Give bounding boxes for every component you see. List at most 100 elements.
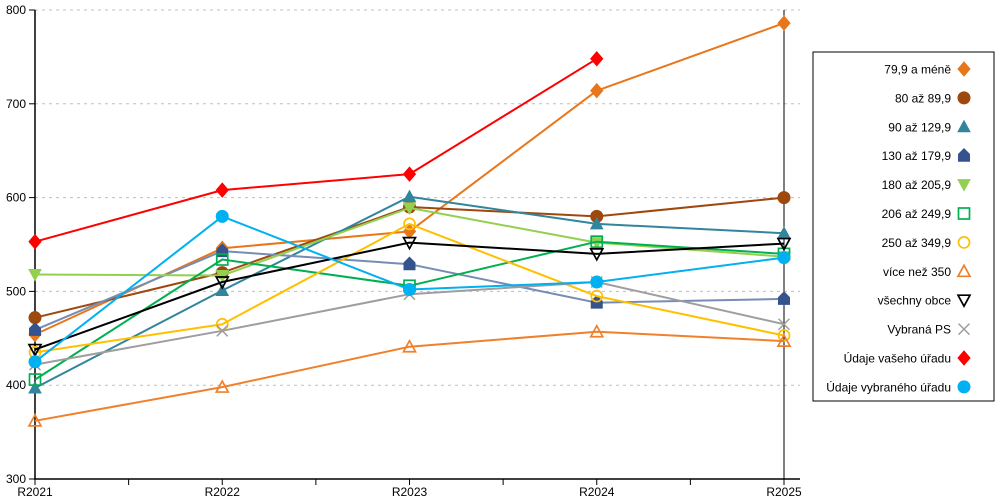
legend-item: Údaje vybraného úřadu — [826, 379, 971, 394]
legend-marker-triangle-down — [957, 179, 971, 192]
y-axis-tick-label: 600 — [6, 191, 26, 205]
legend-item: více než 350 — [883, 263, 972, 279]
legend-item: Údaje vašeho úřadu — [844, 350, 971, 366]
data-point-marker — [402, 236, 417, 251]
data-point-marker — [27, 343, 43, 358]
data-point-marker — [590, 289, 604, 303]
data-point-marker — [402, 189, 417, 203]
legend-box — [812, 51, 995, 402]
legend-label: Údaje vašeho úřadu — [844, 351, 951, 366]
legend-marker-triangle-up — [957, 119, 971, 133]
legend-item: všechny obce — [878, 294, 972, 308]
series-v-ce-ne-350 — [27, 323, 792, 427]
series-line — [34, 57, 598, 243]
data-point-marker — [589, 248, 605, 262]
series-line — [34, 241, 785, 351]
legend-label: 180 až 205,9 — [882, 178, 952, 192]
x-mark-stroke — [216, 324, 229, 337]
data-point-marker — [28, 233, 42, 250]
legend-item: 206 až 249,9 — [882, 207, 971, 221]
x-axis-tick-label: R2023 — [392, 485, 428, 499]
data-point-marker — [28, 380, 42, 394]
data-point-marker — [777, 318, 791, 331]
x-axis-tick-label: R2024 — [579, 485, 615, 499]
data-point-marker — [215, 209, 229, 223]
legend-item: 250 až 349,9 — [882, 236, 971, 250]
data-point-marker — [402, 166, 417, 182]
data-point-marker — [777, 15, 791, 31]
data-point-marker — [777, 251, 791, 265]
legend-marker-circle — [957, 91, 971, 105]
series-90-a-129-9 — [28, 189, 791, 394]
series-line — [34, 222, 785, 354]
data-point-marker — [778, 291, 790, 305]
data-point-marker — [215, 317, 229, 331]
x-axis-tick-label: R2021 — [17, 485, 53, 499]
x-mark-stroke — [957, 323, 971, 336]
data-point-marker — [590, 275, 604, 289]
legend-label: všechny obce — [878, 294, 952, 308]
series--daje-vybran-ho-adu — [28, 209, 791, 369]
legend-marker-diamond — [957, 350, 971, 366]
data-point-marker — [589, 323, 605, 338]
data-point-marker — [402, 202, 417, 215]
legend-item: 80 až 89,9 — [895, 91, 971, 105]
data-point-marker — [28, 269, 42, 282]
legend-item: 180 až 205,9 — [882, 178, 971, 192]
legend-marker-triangle-down — [956, 294, 972, 308]
data-point-marker — [776, 333, 792, 347]
legend-label: 250 až 349,9 — [882, 236, 952, 250]
y-axis-tick-label: 700 — [6, 97, 26, 111]
data-point-marker — [215, 283, 230, 296]
data-point-marker — [403, 217, 416, 231]
legend-marker-circle — [957, 380, 971, 394]
data-point-marker — [28, 373, 42, 386]
data-point-marker — [403, 256, 416, 271]
data-point-marker — [215, 269, 230, 283]
x-axis-tick-label: R2025 — [766, 485, 802, 499]
legend-marker-pentagon — [958, 147, 970, 162]
legend: 79,9 a méně 80 až 89,9 90 až 129,9 130 až 1… — [812, 51, 995, 402]
series-130-a-179-9 — [29, 243, 790, 336]
series--daje-va-eho-adu — [28, 51, 604, 250]
data-point-marker — [590, 235, 604, 249]
legend-marker-diamond — [957, 61, 971, 77]
data-point-marker — [589, 216, 604, 230]
legend-item: Vybraná PS — [887, 323, 971, 337]
legend-marker-square — [957, 207, 971, 220]
y-axis-tick-label: 800 — [6, 3, 26, 17]
x-mark-stroke — [777, 318, 791, 331]
legend-label: 80 až 89,9 — [895, 91, 951, 105]
legend-item: 90 až 129,9 — [888, 119, 971, 134]
legend-label: 206 až 249,9 — [882, 207, 952, 221]
legend-label: 90 až 129,9 — [888, 120, 951, 134]
x-axis-tick-label: R2022 — [205, 485, 241, 499]
data-point-marker — [777, 191, 791, 205]
legend-item: 79,9 a méně — [884, 61, 971, 77]
data-point-marker — [27, 413, 43, 427]
data-point-marker — [590, 82, 604, 99]
y-axis-tick-label: 300 — [6, 472, 26, 486]
legend-label: 130 až 179,9 — [882, 149, 952, 163]
series-v-echny-obce — [27, 236, 792, 358]
legend-label: Vybraná PS — [887, 323, 951, 337]
data-point-marker — [29, 322, 41, 336]
data-point-marker — [403, 283, 416, 297]
data-point-marker — [776, 237, 792, 252]
data-point-marker — [214, 276, 230, 290]
data-point-marker — [216, 324, 229, 337]
data-point-marker — [215, 182, 229, 198]
data-point-marker — [215, 253, 229, 266]
legend-item: 130 až 179,9 — [882, 147, 970, 163]
legend-marker-circle — [957, 236, 971, 249]
y-axis-tick-label: 400 — [6, 378, 26, 392]
legend-marker-triangle-up — [956, 263, 972, 278]
data-point-marker — [28, 355, 42, 369]
y-axis-tick-label: 500 — [6, 284, 26, 298]
legend-label: 79,9 a méně — [884, 63, 951, 77]
series-line — [34, 330, 785, 422]
data-point-marker — [28, 311, 42, 325]
legend-marker-x — [957, 323, 971, 336]
